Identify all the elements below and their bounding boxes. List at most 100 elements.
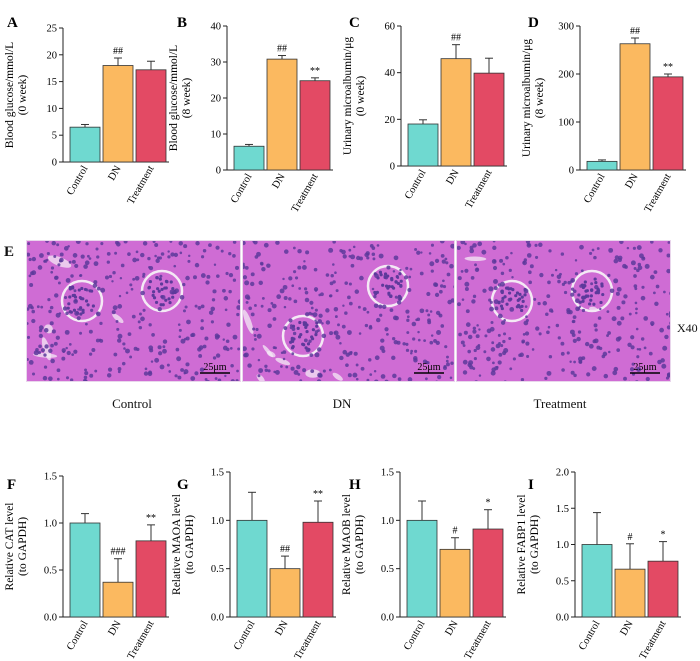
tissue-nucleus: [594, 328, 598, 332]
tissue-nucleus: [464, 268, 469, 273]
tissue-nucleus: [613, 366, 619, 372]
tissue-nucleus: [580, 269, 584, 273]
tissue-nucleus: [579, 244, 584, 250]
tissue-nucleus: [546, 330, 550, 335]
tissue-nucleus: [199, 367, 205, 372]
tissue-nucleus: [39, 253, 44, 258]
tissue-nucleus: [628, 380, 631, 381]
tissue-nucleus: [439, 241, 445, 244]
tissue-nucleus: [555, 323, 560, 328]
tissue-nucleus: [186, 319, 191, 325]
tissue-nucleus: [228, 289, 232, 294]
tissue-nucleus: [408, 275, 412, 279]
tissue-nucleus: [303, 287, 308, 291]
tissue-nucleus: [467, 349, 472, 354]
tissue-nucleus: [428, 252, 432, 255]
tissue-nucleus: [236, 369, 239, 373]
tissue-nucleus: [636, 366, 642, 372]
y-tick-label-i: 1.5: [556, 504, 569, 515]
tissue-nucleus: [178, 241, 183, 246]
tissue-nucleus: [264, 364, 268, 368]
tissue-nucleus: [316, 379, 322, 381]
tissue-nucleus: [205, 280, 210, 285]
tissue-nucleus: [50, 266, 55, 270]
glomerulus-nucleus: [593, 277, 597, 281]
tissue-nucleus: [373, 303, 379, 309]
glomerulus-nucleus: [311, 328, 315, 332]
tissue-nucleus: [346, 330, 352, 335]
glomerulus-nucleus: [159, 303, 163, 307]
tissue-nucleus: [136, 258, 140, 262]
tissue-nucleus: [255, 327, 259, 332]
tissue-background: [243, 241, 454, 381]
tissue-nucleus: [506, 286, 510, 290]
significance-mark-g: **: [313, 489, 323, 500]
tissue-nucleus: [357, 305, 361, 309]
category-label-c: Treatment: [464, 168, 495, 211]
tissue-nucleus: [27, 252, 31, 257]
tissue-nucleus: [503, 318, 506, 322]
tissue-nucleus: [75, 241, 81, 245]
tissue-nucleus: [613, 278, 619, 284]
tissue-nucleus: [245, 300, 249, 304]
tissue-nucleus: [512, 357, 516, 361]
tissue-nucleus: [304, 290, 309, 295]
tissue-nucleus: [137, 320, 141, 324]
y-tick-label-f: 0.5: [44, 566, 57, 577]
tissue-nucleus: [147, 256, 151, 261]
y-tick-label-f: 1.5: [44, 472, 57, 483]
magnification-label: X40: [677, 321, 698, 335]
glomerulus-nucleus: [80, 286, 84, 291]
tissue-nucleus: [526, 253, 532, 258]
tissue-nucleus: [302, 368, 307, 373]
tissue-nucleus: [150, 360, 154, 363]
tissue-nucleus: [116, 242, 121, 247]
tissue-nucleus: [462, 344, 466, 347]
tissue-nucleus: [321, 322, 324, 325]
tissue-nucleus: [548, 354, 553, 359]
glomerulus-nucleus: [77, 288, 81, 292]
tissue-nucleus: [176, 356, 182, 362]
tissue-nucleus: [292, 331, 297, 336]
tissue-nucleus: [502, 262, 506, 266]
glomerulus-nucleus: [78, 295, 82, 300]
tissue-nucleus: [379, 313, 383, 317]
tissue-nucleus: [472, 243, 477, 248]
tissue-nucleus: [503, 380, 507, 381]
tissue-nucleus: [334, 271, 337, 274]
tissue-nucleus: [45, 241, 49, 243]
tissue-nucleus: [460, 269, 464, 273]
tissue-nucleus: [86, 254, 90, 258]
tissue-nucleus: [85, 242, 89, 246]
tissue-nucleus: [435, 380, 438, 381]
tissue-nucleus: [526, 242, 532, 248]
glomerulus-nucleus: [154, 300, 159, 305]
y-axis-label-i-line2: (to GAPDH): [529, 515, 541, 574]
tissue-nucleus: [383, 274, 387, 278]
y-axis-label-g-line1: Relative MAOA level: [171, 494, 183, 595]
tissue-nucleus: [382, 304, 387, 309]
tissue-nucleus: [570, 370, 575, 375]
tissue-nucleus: [365, 251, 370, 256]
tissue-nucleus: [167, 255, 171, 259]
tissue-nucleus: [567, 280, 571, 285]
tissue-nucleus: [56, 368, 61, 373]
tissue-nucleus: [79, 331, 83, 335]
tissue-nucleus: [637, 265, 643, 271]
tissue-nucleus: [29, 282, 34, 287]
tissue-nucleus: [581, 308, 586, 313]
tissue-nucleus: [188, 254, 191, 258]
tissue-nucleus: [478, 328, 481, 331]
tissue-nucleus: [663, 290, 666, 294]
tissue-nucleus: [602, 351, 608, 357]
tissue-nucleus: [317, 329, 320, 333]
tissue-nucleus: [665, 312, 669, 316]
tissue-nucleus: [358, 332, 362, 335]
glomerulus-nucleus: [167, 297, 171, 301]
tissue-nucleus: [183, 244, 188, 249]
tissue-nucleus: [325, 273, 330, 277]
tissue-nucleus: [200, 273, 206, 278]
tissue-nucleus: [130, 287, 134, 291]
tissue-nucleus: [616, 320, 622, 326]
tissue-nucleus: [185, 275, 190, 281]
